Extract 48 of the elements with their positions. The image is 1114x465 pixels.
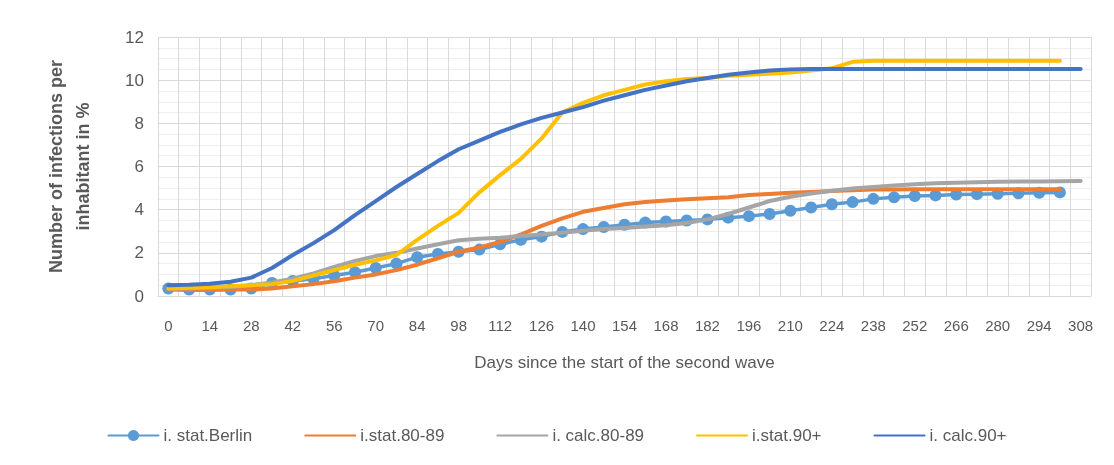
legend-label: i. calc.90+ (929, 426, 1007, 445)
point (846, 196, 859, 209)
x-tick-label: 42 (284, 317, 302, 334)
x-tick-label: 28 (242, 317, 260, 334)
x-tick-label: 182 (694, 317, 720, 334)
point (411, 251, 424, 264)
point (784, 204, 797, 217)
y-axis-title: Number of infections per inhabitant in % (45, 59, 93, 274)
x-tick-label: 70 (367, 317, 385, 334)
x-tick-label: 294 (1026, 317, 1052, 334)
x-tick-label: 126 (529, 317, 555, 334)
legend-label: i.stat.90+ (752, 426, 822, 445)
legend-label: i. stat.Berlin (163, 426, 253, 445)
y-tick-label: 12 (125, 27, 144, 47)
y-tick-label: 0 (134, 286, 144, 306)
y-tick-label: 10 (125, 70, 144, 90)
point (888, 191, 901, 204)
x-tick-label: 98 (450, 317, 467, 334)
point (867, 192, 880, 205)
x-tick-label: 280 (985, 317, 1011, 334)
point (369, 261, 382, 274)
y-tick-label: 2 (134, 243, 144, 263)
x-tick-label: 210 (777, 317, 803, 334)
x-tick-label: 0 (164, 317, 173, 334)
x-tick-label: 140 (570, 317, 596, 334)
x-tick-label: 84 (408, 317, 426, 334)
x-tick-label: 196 (736, 317, 762, 334)
x-tick-label: 112 (488, 317, 513, 334)
x-tick-label: 252 (902, 317, 928, 334)
legend-label: i. calc.80-89 (552, 426, 645, 445)
point (805, 201, 818, 214)
x-tick-label: 14 (201, 317, 219, 334)
point (825, 198, 838, 211)
point (908, 190, 921, 203)
point (763, 207, 776, 220)
x-tick-label: 168 (653, 317, 679, 334)
y-tick-label: 4 (134, 200, 144, 220)
y-tick-label: 6 (134, 157, 144, 176)
point (742, 210, 755, 223)
x-tick-label: 56 (325, 317, 343, 334)
legend-label: i.stat.80-89 (360, 426, 445, 445)
x-tick-label: 224 (819, 317, 845, 334)
x-tick-label: 308 (1068, 317, 1094, 334)
y-tick-label: 8 (134, 113, 144, 133)
x-axis-title: Days since the start of the second wave (474, 353, 775, 372)
x-tick-label: 266 (943, 317, 969, 334)
x-tick-label: 154 (611, 317, 638, 334)
x-tick-label: 238 (860, 317, 886, 334)
